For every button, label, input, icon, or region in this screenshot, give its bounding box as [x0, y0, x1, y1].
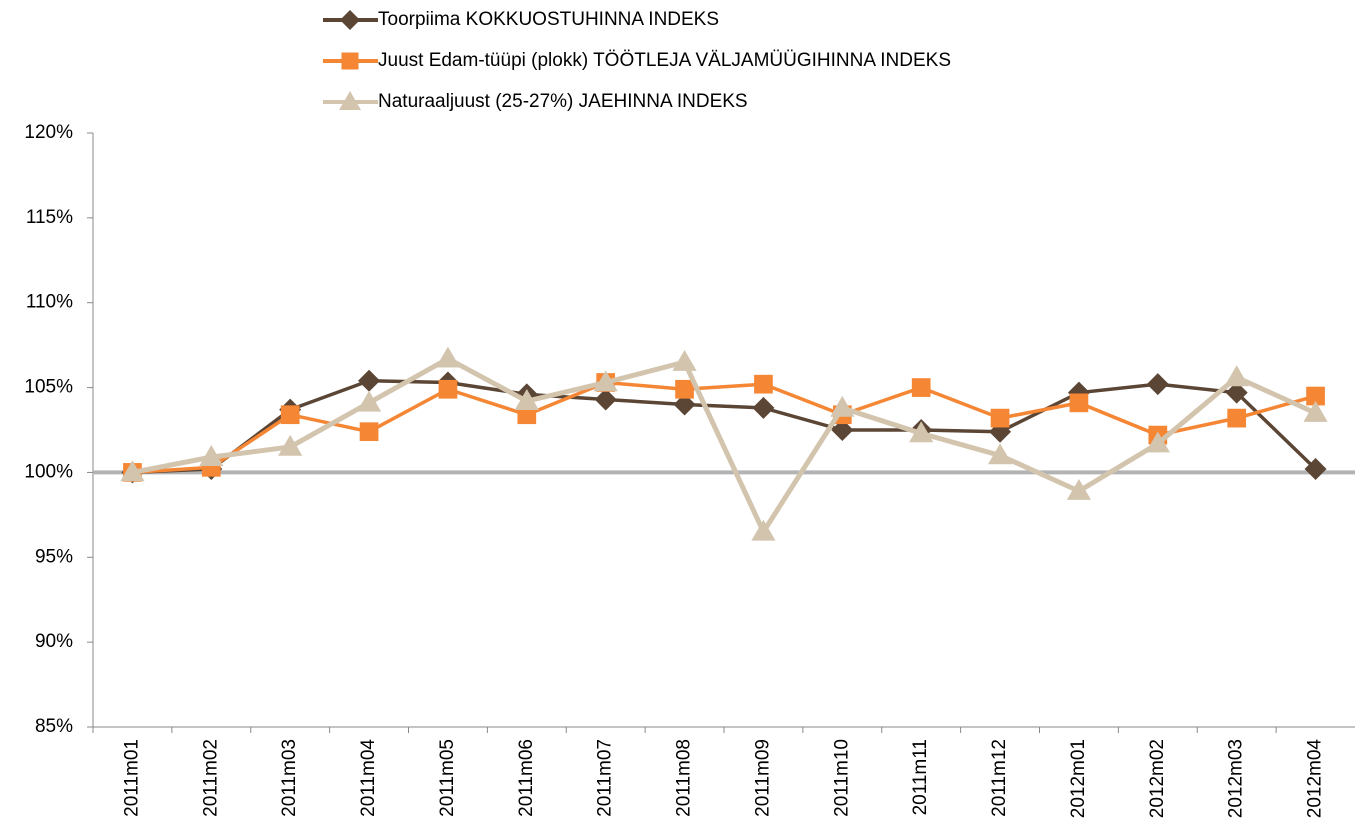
x-tick-label: 2011m02 — [200, 739, 221, 817]
data-point — [673, 393, 696, 416]
data-point — [752, 396, 775, 419]
legend-label: Naturaaljuust (25-27%) JAEHINNA INDEKS — [378, 91, 748, 112]
x-tick-label: 2011m08 — [674, 739, 695, 817]
x-tick-label: 2011m11 — [910, 739, 931, 815]
x-tick-label: 2011m10 — [831, 739, 852, 817]
data-point — [1145, 431, 1170, 453]
data-point — [675, 379, 694, 399]
x-tick-label: 2011m09 — [752, 739, 773, 817]
data-point — [280, 405, 300, 425]
x-tick-label: 2011m05 — [437, 739, 458, 817]
data-point — [120, 460, 145, 482]
data-point — [831, 419, 854, 441]
legend-label: Toorpiima KOKKUOSTUHINNA INDEKS — [378, 9, 719, 30]
data-point — [514, 389, 539, 410]
y-tick-label: 110% — [26, 292, 73, 313]
data-point — [1304, 458, 1327, 481]
data-point — [435, 346, 461, 368]
data-point — [1303, 400, 1328, 422]
data-point — [358, 369, 381, 392]
x-tick-label: 2011m06 — [516, 739, 537, 817]
data-point — [987, 443, 1013, 465]
data-point — [594, 388, 617, 411]
data-point — [199, 445, 224, 466]
x-tick-label: 2011m12 — [989, 739, 1010, 817]
x-tick-label: 2012m03 — [1226, 739, 1247, 818]
data-point — [438, 379, 458, 399]
data-point — [990, 408, 1010, 428]
data-point — [1066, 478, 1092, 500]
x-tick-label: 2012m04 — [1305, 739, 1326, 819]
data-point — [1227, 408, 1247, 428]
data-point — [754, 374, 773, 394]
data-point — [356, 390, 382, 412]
data-point — [1306, 386, 1325, 406]
data-point — [672, 350, 697, 371]
data-point — [359, 422, 379, 442]
y-tick-label: 85% — [35, 716, 73, 737]
y-tick-label: 120% — [24, 122, 73, 143]
y-tick-label: 115% — [26, 207, 73, 228]
x-tick-label: 2011m07 — [595, 739, 616, 817]
y-tick-label: 95% — [35, 546, 73, 567]
x-tick-label: 2011m03 — [279, 739, 300, 817]
data-point — [278, 434, 303, 456]
legend-label: Juust Edam-tüüpi (plokk) TÖÖTLEJA VÄLJAM… — [378, 50, 951, 71]
legend-marker — [341, 52, 359, 70]
y-tick-label: 90% — [35, 631, 73, 652]
data-point — [909, 421, 934, 443]
data-point — [1224, 365, 1249, 387]
x-tick-label: 2012m02 — [1147, 739, 1168, 818]
data-point — [830, 395, 855, 417]
series-line — [131, 355, 1317, 538]
series-line — [132, 380, 1317, 475]
x-tick-label: 2011m01 — [121, 739, 142, 817]
series-line — [132, 379, 1317, 475]
data-point — [911, 378, 931, 397]
legend-marker — [339, 91, 361, 110]
data-point — [751, 519, 776, 541]
x-tick-label: 2012m01 — [1068, 739, 1089, 818]
data-point — [593, 370, 618, 392]
data-point — [517, 405, 537, 425]
x-tick-label: 2011m04 — [358, 739, 379, 817]
y-tick-label: 105% — [24, 377, 73, 398]
data-point — [1069, 393, 1089, 413]
data-point — [1146, 373, 1169, 396]
legend-marker — [340, 10, 360, 30]
y-tick-label: 100% — [24, 461, 73, 482]
data-point — [1225, 381, 1248, 404]
